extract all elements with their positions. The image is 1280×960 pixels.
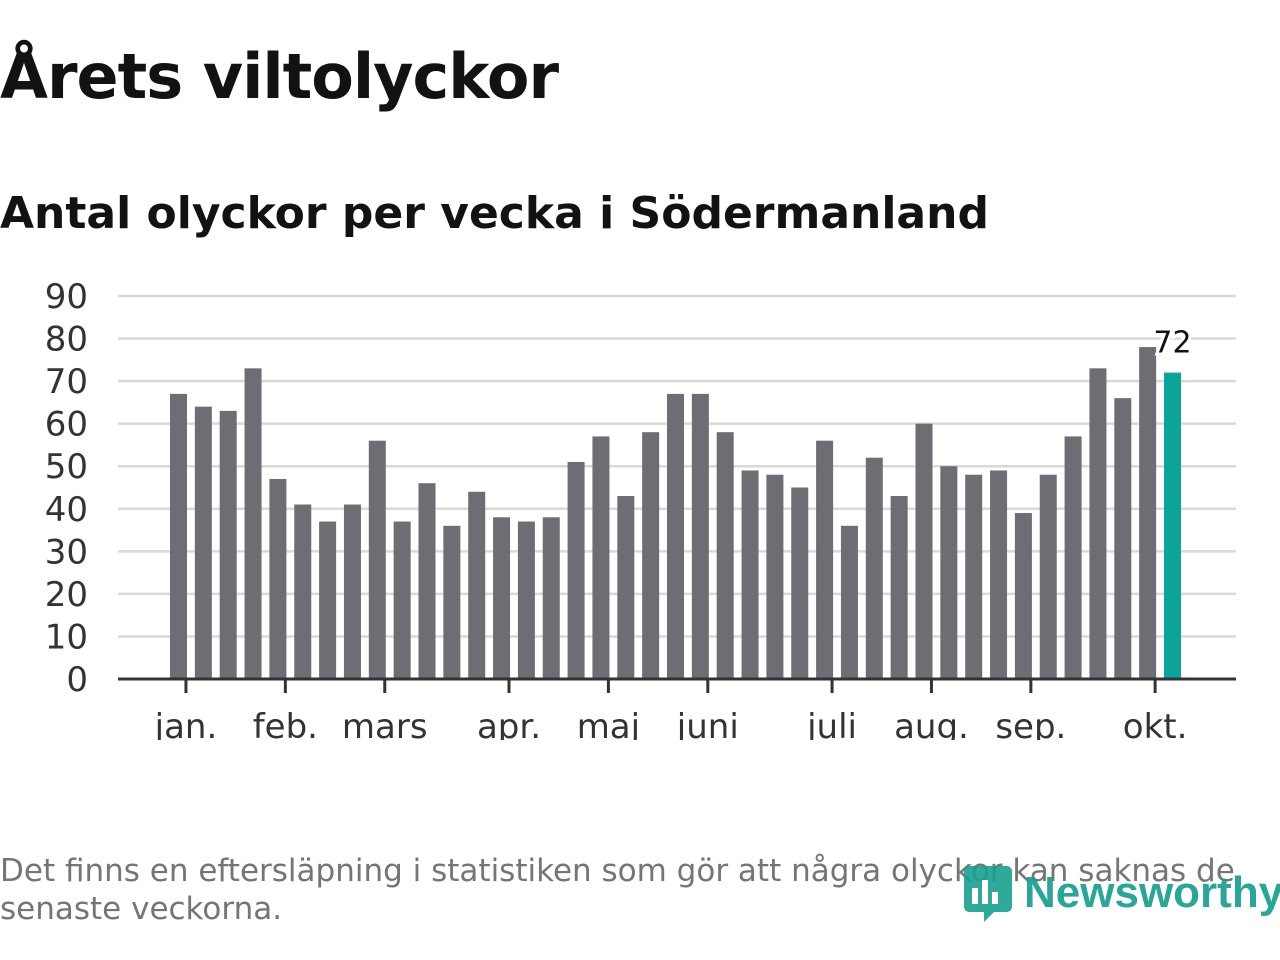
data-labels: 72 xyxy=(1150,323,1194,364)
bar xyxy=(890,496,908,679)
bar xyxy=(194,406,212,679)
bar xyxy=(294,504,312,679)
bar xyxy=(393,521,411,679)
bar xyxy=(319,521,337,679)
x-tick-label: mars xyxy=(342,707,428,740)
y-tick-label: 50 xyxy=(45,447,88,487)
bar xyxy=(965,474,983,679)
bar xyxy=(219,410,237,679)
logo-text: Newsworthy xyxy=(1024,868,1280,917)
bar xyxy=(567,461,585,679)
bar xyxy=(642,432,660,679)
bar xyxy=(667,393,684,679)
x-tick-label: jan. xyxy=(154,707,218,740)
bars xyxy=(170,347,1181,679)
y-tick-label: 20 xyxy=(45,575,88,615)
bar-highlight xyxy=(1164,372,1181,679)
bar xyxy=(691,393,709,679)
x-tick-label: aug. xyxy=(894,707,969,740)
bar xyxy=(1089,368,1107,679)
bar xyxy=(418,483,436,679)
bar xyxy=(343,504,361,679)
bar xyxy=(617,496,635,679)
bar xyxy=(542,517,560,679)
footnote: Det finns en eftersläpning i statistiken… xyxy=(0,853,1235,927)
y-tick-label: 90 xyxy=(45,277,88,317)
bar xyxy=(244,368,262,679)
newsworthy-logo-icon xyxy=(964,866,1012,922)
bar xyxy=(840,525,858,679)
bar xyxy=(791,487,809,679)
x-tick-label: juni xyxy=(676,707,739,740)
bar xyxy=(990,470,1008,679)
y-tick-label: 80 xyxy=(45,320,88,360)
highlight-value-label: 72 xyxy=(1153,326,1191,361)
x-tick-label: apr. xyxy=(477,707,541,740)
x-tick-label: sep. xyxy=(995,707,1066,740)
bar xyxy=(940,466,958,679)
bar xyxy=(592,436,610,679)
bar xyxy=(1039,474,1057,679)
bar xyxy=(170,393,187,679)
y-tick-label: 70 xyxy=(45,362,88,402)
bar xyxy=(368,440,386,679)
bar xyxy=(1114,398,1132,679)
newsworthy-logo: Newsworthy xyxy=(962,858,1280,928)
bar xyxy=(443,525,461,679)
bar xyxy=(741,470,759,679)
x-tick-label: feb. xyxy=(253,707,318,740)
x-tick-label: okt. xyxy=(1123,707,1188,740)
bar xyxy=(766,474,784,679)
bar xyxy=(468,491,486,679)
y-tick-label: 30 xyxy=(45,532,88,572)
bar xyxy=(1064,436,1082,679)
x-tick-label: juli xyxy=(806,707,857,740)
chart-title: Årets viltolyckor xyxy=(0,40,559,113)
chart-subtitle: Antal olyckor per vecka i Södermanland xyxy=(0,188,989,239)
bar xyxy=(517,521,535,679)
y-tick-label: 10 xyxy=(45,617,88,657)
bar xyxy=(493,517,511,679)
x-axis: jan. feb. mars apr. maj juni juli aug. sep. okt. xyxy=(118,677,1236,740)
bar xyxy=(816,440,834,679)
bar xyxy=(865,457,883,679)
bar xyxy=(1139,347,1157,679)
bar xyxy=(915,423,933,679)
y-tick-label: 60 xyxy=(45,405,88,445)
x-tick-label: maj xyxy=(577,707,640,740)
bar xyxy=(1014,513,1032,679)
y-tick-label: 0 xyxy=(66,660,88,700)
y-tick-label: 40 xyxy=(45,490,88,530)
bar xyxy=(269,478,287,679)
bar xyxy=(716,432,734,679)
